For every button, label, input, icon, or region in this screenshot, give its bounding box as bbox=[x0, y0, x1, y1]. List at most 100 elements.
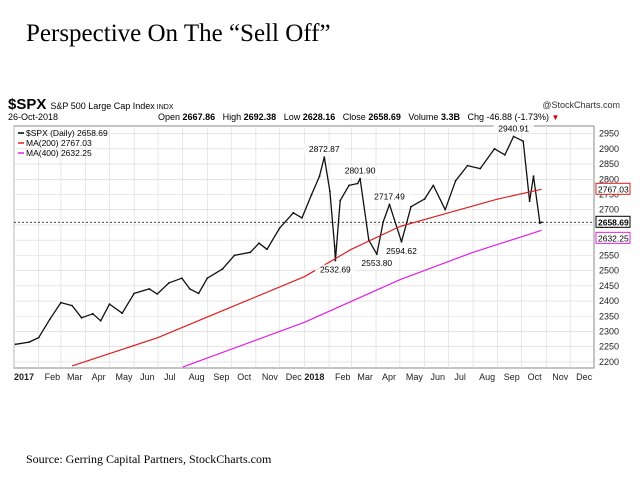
y-tick-label: 2550 bbox=[599, 250, 619, 260]
x-tick-label: Jul bbox=[164, 372, 176, 382]
y-tick-label: 2250 bbox=[599, 342, 619, 352]
price-point bbox=[388, 203, 391, 206]
price-point bbox=[348, 184, 350, 187]
high-value: 2692.38 bbox=[243, 112, 277, 122]
ma200-line bbox=[71, 188, 542, 367]
x-tick-label: Oct bbox=[528, 372, 543, 382]
price-point bbox=[454, 179, 457, 182]
annotation-bg bbox=[381, 245, 422, 256]
annotation-label: 2553.80 bbox=[361, 258, 392, 268]
price-point bbox=[540, 221, 543, 224]
slide-title: Perspective On The “Sell Off” bbox=[26, 20, 331, 47]
y-tick-label: 2700 bbox=[599, 205, 619, 215]
price-point bbox=[329, 190, 331, 193]
x-tick-label: Aug bbox=[189, 372, 205, 382]
source-note: Source: Gerring Capital Partners, StockC… bbox=[26, 452, 272, 466]
y-tick-label: 2850 bbox=[599, 159, 619, 169]
index-description: S&P 500 Large Cap Index bbox=[50, 101, 155, 111]
open-label: Open bbox=[158, 112, 181, 122]
price-point bbox=[133, 292, 135, 295]
annotation-bg bbox=[356, 258, 397, 269]
price-point bbox=[423, 198, 426, 200]
x-tick-label: Apr bbox=[92, 372, 106, 382]
price-point bbox=[493, 147, 496, 150]
right-value-label: 2767.03 bbox=[598, 184, 629, 194]
price-point bbox=[148, 288, 151, 290]
price-point bbox=[221, 268, 224, 270]
x-tick-label: Mar bbox=[357, 372, 373, 382]
price-point bbox=[466, 164, 469, 167]
y-tick-label: 2900 bbox=[599, 144, 619, 154]
low-value: 2628.16 bbox=[302, 112, 336, 122]
x-tick-label: Dec bbox=[576, 372, 593, 382]
price-point bbox=[28, 341, 30, 343]
x-tick-label: Jul bbox=[454, 372, 466, 382]
price-point bbox=[539, 222, 541, 224]
x-tick-label: 2017 bbox=[14, 372, 34, 382]
x-tick-label: Aug bbox=[479, 372, 495, 382]
brand-label: @StockCharts.com bbox=[542, 100, 620, 110]
price-point bbox=[60, 301, 62, 304]
x-tick-label: May bbox=[406, 372, 424, 382]
x-tick-label: Feb bbox=[335, 372, 351, 382]
price-point bbox=[37, 336, 40, 339]
price-point bbox=[99, 319, 102, 322]
right-value-tag bbox=[595, 215, 631, 228]
legend-label: $SPX (Daily) 2658.69 bbox=[26, 128, 108, 138]
x-tick-label: Jun bbox=[140, 372, 155, 382]
price-point bbox=[108, 303, 111, 305]
annotation-bg bbox=[369, 191, 410, 202]
close-value: 2658.69 bbox=[368, 112, 401, 122]
price-point bbox=[258, 242, 260, 245]
price-point bbox=[168, 281, 171, 284]
y-tick-label: 2450 bbox=[599, 281, 619, 291]
price-point bbox=[339, 199, 342, 202]
price-point bbox=[278, 227, 281, 229]
price-point bbox=[532, 175, 535, 178]
chart-header-symbol-row: $SPX S&P 500 Large Cap Index INDX bbox=[8, 96, 174, 113]
price-point bbox=[48, 318, 51, 321]
low-label: Low bbox=[283, 112, 301, 122]
annotation-bg bbox=[493, 123, 534, 134]
chg-label: Chg bbox=[467, 112, 484, 122]
price-point bbox=[14, 343, 17, 346]
right-value-label: 2658.69 bbox=[598, 217, 629, 227]
right-value-tag bbox=[595, 182, 631, 195]
chg-value: -46.88 (-1.73%) bbox=[486, 112, 550, 122]
y-tick-label: 2500 bbox=[599, 266, 619, 276]
price-point bbox=[121, 312, 124, 315]
high-label: High bbox=[222, 112, 242, 122]
price-point bbox=[181, 277, 183, 280]
price-point bbox=[444, 208, 447, 211]
x-tick-label: Sep bbox=[504, 372, 520, 382]
right-value-label: 2632.25 bbox=[598, 233, 629, 243]
price-point bbox=[356, 182, 359, 185]
annotation-bg bbox=[304, 144, 345, 155]
y-tick-label: 2350 bbox=[599, 311, 619, 321]
price-point bbox=[156, 293, 159, 295]
price-point bbox=[80, 316, 83, 319]
annotation-label: 2532.69 bbox=[320, 265, 351, 275]
price-point bbox=[334, 259, 337, 262]
price-plot: 2200225023002350240024502500255026002650… bbox=[13, 123, 631, 382]
price-point bbox=[91, 312, 94, 315]
price-point bbox=[71, 304, 73, 307]
x-tick-label: 2018 bbox=[304, 372, 324, 382]
price-point bbox=[188, 288, 191, 290]
x-tick-label: Nov bbox=[262, 372, 279, 382]
x-tick-label: Apr bbox=[382, 372, 396, 382]
price-point bbox=[333, 245, 336, 247]
symbol: $SPX bbox=[8, 96, 47, 113]
price-point bbox=[375, 253, 378, 256]
y-tick-label: 2800 bbox=[599, 174, 619, 184]
price-point bbox=[233, 254, 236, 257]
price-point bbox=[323, 156, 326, 158]
price-point bbox=[318, 175, 321, 178]
legend-label: MA(200) 2767.03 bbox=[26, 138, 92, 148]
price-point bbox=[504, 154, 506, 156]
y-tick-label: 2300 bbox=[599, 326, 619, 336]
x-tick-label: May bbox=[115, 372, 133, 382]
y-tick-label: 2400 bbox=[599, 296, 619, 306]
price-point bbox=[479, 167, 482, 170]
volume-value: 3.3B bbox=[440, 112, 460, 122]
